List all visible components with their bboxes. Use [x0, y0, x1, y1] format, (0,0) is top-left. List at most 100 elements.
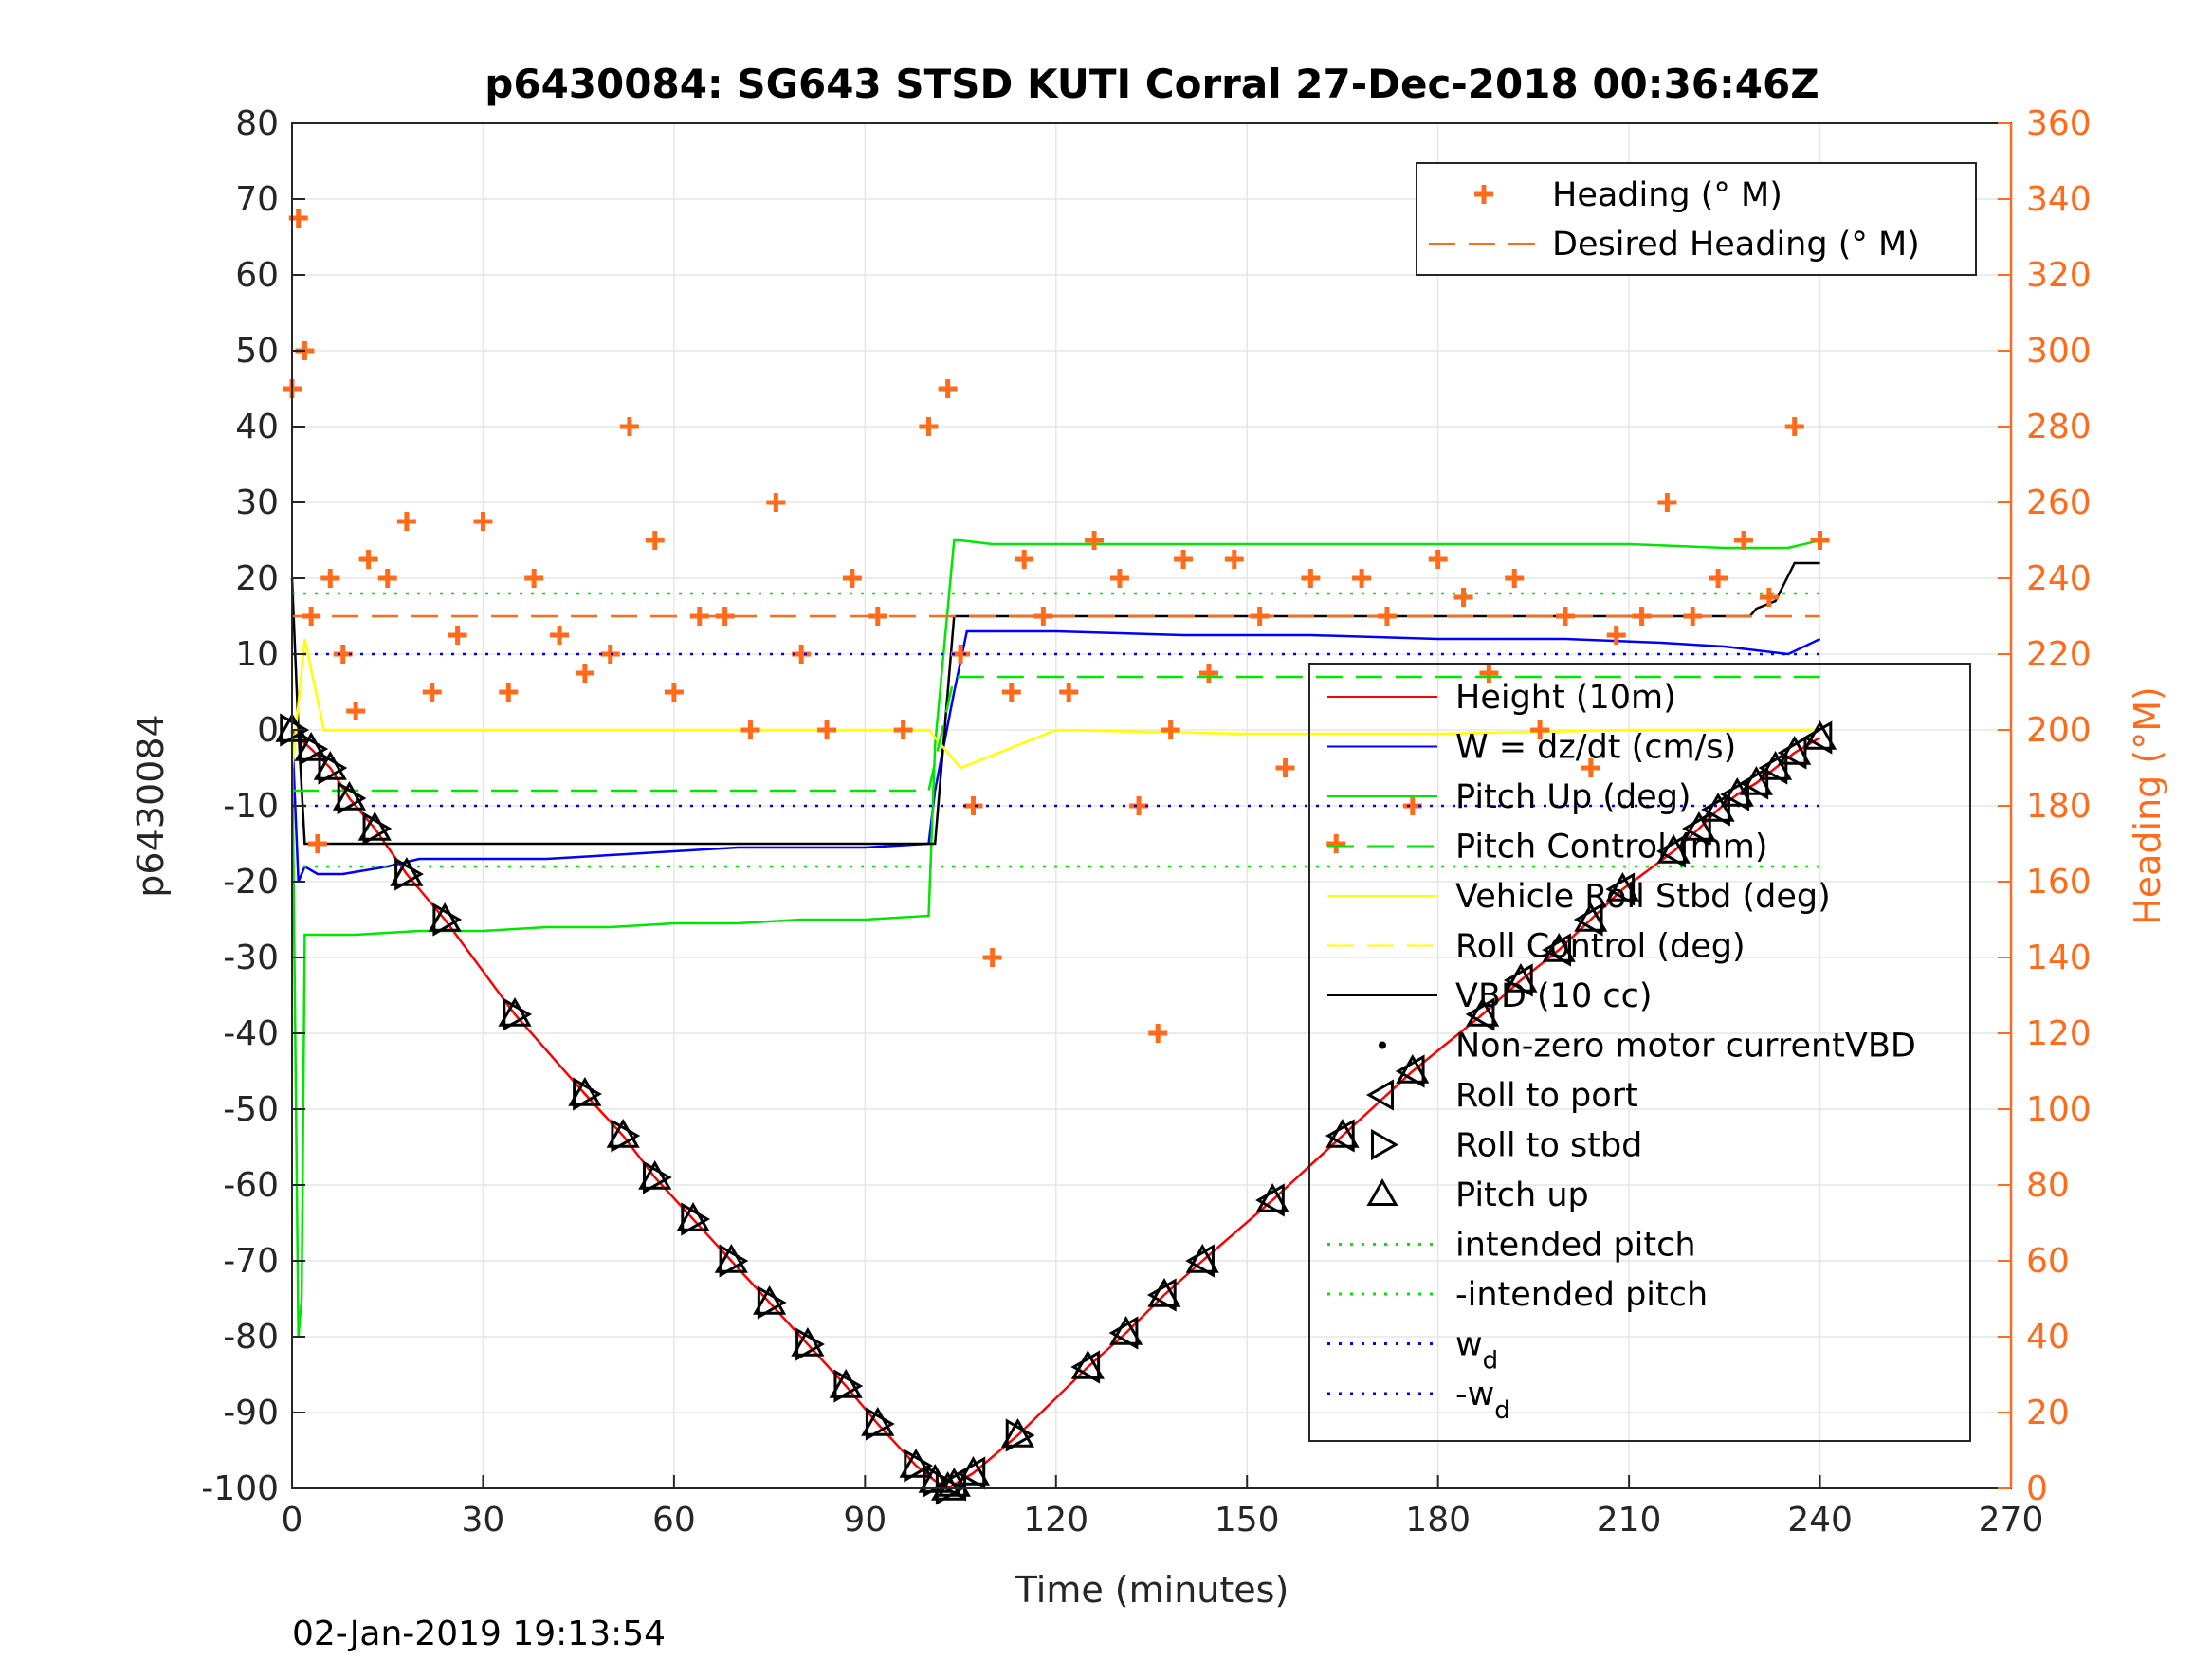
x-tick-label: 210 — [1597, 1501, 1662, 1540]
heading-point — [664, 683, 684, 702]
marker-tri-up — [1701, 792, 1735, 822]
x-tick-label: 120 — [1023, 1501, 1088, 1540]
heading-point — [919, 417, 939, 436]
heading-point — [358, 550, 378, 569]
marker-tri-left — [1656, 834, 1686, 868]
marker-tri-up — [714, 1243, 748, 1273]
marker-tri-up — [1504, 962, 1538, 993]
legend-label: -intended pitch — [1455, 1276, 1708, 1314]
heading-point — [645, 531, 665, 550]
marker-tri-up — [1109, 1315, 1143, 1345]
legend-label-text: Vehicle Roll Stbd (deg) — [1455, 878, 1831, 916]
heading-point — [1001, 683, 1021, 702]
x-tick-label: 60 — [652, 1501, 696, 1540]
y-axis-right-label: Heading (°M) — [2127, 686, 2168, 925]
heading-point — [448, 626, 467, 645]
legend-label: Roll to stbd — [1455, 1127, 1642, 1165]
heading-point — [396, 512, 416, 531]
marker-tri-up — [1325, 1118, 1360, 1148]
marker-tri-right — [337, 781, 367, 815]
marker-tri-left — [1185, 1244, 1215, 1278]
y-right-tick-label: 180 — [2026, 787, 2092, 826]
legend-label-subscript: d — [1494, 1396, 1510, 1425]
series-layer — [283, 209, 1830, 1490]
y-right-tick-label: 320 — [2026, 256, 2092, 295]
heading-point — [1015, 550, 1034, 569]
series-pitch-up-deg — [290, 538, 1820, 1338]
marker-tri-right — [280, 713, 310, 747]
legend-label: intended pitch — [1455, 1227, 1696, 1265]
marker-tri-left — [956, 1456, 986, 1490]
legend-main-box — [1308, 663, 1971, 1442]
heading-point — [740, 720, 760, 739]
marker-tri-up — [313, 750, 347, 780]
marker-tri-right — [573, 1077, 602, 1111]
y-tick-label: 10 — [235, 635, 279, 674]
marker-tri-left — [1070, 1350, 1101, 1384]
heading-point — [320, 569, 340, 588]
heading-point — [1085, 531, 1105, 550]
legend-label: Pitch Up (deg) — [1455, 778, 1691, 816]
legend-swatch — [1371, 1128, 1399, 1161]
x-tick-label: 270 — [1979, 1501, 2044, 1540]
marker-tri-up — [753, 1285, 787, 1315]
heading-point — [817, 720, 837, 739]
marker-tri-up — [1574, 902, 1608, 932]
y-tick-label: 60 — [235, 256, 279, 295]
legend-label: Pitch up — [1455, 1176, 1589, 1214]
y-tick-label: 70 — [235, 180, 279, 219]
marker-tri-left — [1681, 811, 1711, 846]
marker-tri-left — [1777, 736, 1807, 770]
marker-tri-left — [1325, 1119, 1355, 1153]
heading-point — [1198, 664, 1218, 683]
y-tick-label: -30 — [223, 939, 279, 977]
heading-point — [893, 720, 913, 739]
heading-point — [600, 645, 620, 664]
tick-layer: 0 30 60 90 120 150 180 210 240 270 80 70 60 50 40 30 20 1… — [201, 104, 2091, 1540]
marker-tri-up — [1542, 932, 1576, 962]
marker-tri-right — [432, 902, 463, 937]
y-tick-label: -60 — [223, 1166, 279, 1205]
series-w-dz-dt-cm-s — [290, 629, 1821, 883]
x-tick-label: 0 — [282, 1501, 303, 1540]
x-tick-label: 150 — [1215, 1501, 1280, 1540]
heading-point — [1505, 569, 1525, 588]
heading-point — [1709, 569, 1728, 588]
legend-label: Pitch Control (mm) — [1455, 829, 1767, 866]
heading-point — [982, 948, 1002, 967]
marker-tri-left — [1701, 793, 1730, 827]
y-right-tick-label: 300 — [2026, 332, 2092, 371]
y-right-tick-label: 240 — [2026, 559, 2092, 598]
heading-point — [1606, 626, 1626, 645]
heading-point — [575, 664, 594, 683]
y-right-tick-label: 100 — [2026, 1090, 2092, 1129]
y-right-tick-label: 260 — [2026, 483, 2092, 522]
x-tick-label: 90 — [843, 1501, 887, 1540]
legend-label: W = dz/dt (cm/s) — [1455, 729, 1736, 767]
marker-tri-up — [1070, 1349, 1105, 1379]
marker-tri-up — [956, 1455, 991, 1486]
marker-tri-up — [606, 1118, 640, 1148]
marker-tri-right — [1005, 1418, 1035, 1452]
marker-tri-left — [1503, 963, 1533, 997]
legend-label: Non-zero motor currentVBD — [1455, 1028, 1916, 1066]
legend-label-text: Roll to stbd — [1455, 1127, 1642, 1165]
series-pitch-control-mm — [292, 675, 1820, 793]
marker-tri-up — [1255, 1182, 1289, 1212]
y-right-tick-label: 120 — [2026, 1014, 2092, 1053]
y-tick-label: -70 — [223, 1242, 279, 1281]
y-axis-label: p6430084 — [130, 714, 172, 897]
marker-tri-right — [394, 857, 424, 891]
heading-point — [307, 834, 327, 853]
heading-point — [473, 512, 493, 531]
marker-tri-right — [795, 1327, 825, 1361]
y-tick-label: -40 — [223, 1014, 279, 1053]
legend-heading-box — [1416, 162, 1977, 276]
marker-tri-up — [1147, 1277, 1181, 1307]
y-tick-label: 30 — [235, 483, 279, 522]
y-right-tick-label: 220 — [2026, 635, 2092, 674]
marker-tri-up — [931, 1470, 965, 1501]
heading-point — [842, 569, 862, 588]
legend-heading-label: Desired Heading (° M) — [1552, 226, 1920, 264]
